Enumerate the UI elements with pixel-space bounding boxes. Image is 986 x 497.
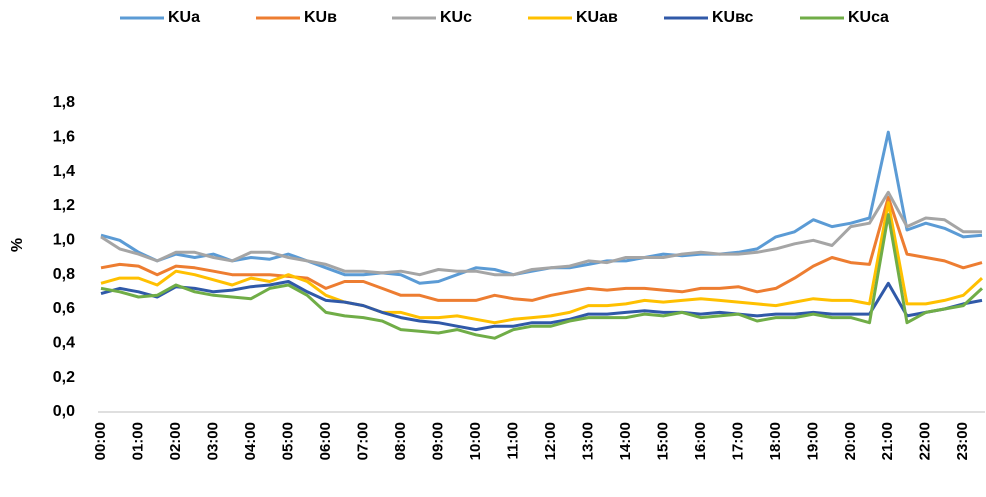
x-tick-label: 13:00: [579, 422, 596, 460]
legend-label: KUв: [304, 9, 337, 26]
y-tick-label: 0,2: [53, 369, 75, 386]
x-tick-label: 20:00: [842, 422, 859, 460]
x-tick-label: 04:00: [242, 422, 259, 460]
series-line: [100, 213, 984, 340]
legend-label: KUвс: [712, 9, 754, 26]
series-line: [100, 190, 982, 277]
x-tick-label: 08:00: [392, 422, 409, 460]
x-tick-label: 06:00: [317, 422, 334, 460]
x-tick-label: 02:00: [167, 422, 184, 460]
x-tick-label: 09:00: [429, 422, 446, 460]
y-tick-label: 1,8: [53, 94, 75, 111]
y-tick-label: 1,6: [53, 129, 75, 146]
y-axis-label: %: [9, 238, 26, 252]
y-tick-label: 0,4: [53, 335, 75, 352]
x-tick-label: 03:00: [204, 422, 221, 460]
x-tick-label: 14:00: [617, 422, 634, 460]
y-tick-label: 0,6: [53, 300, 75, 317]
legend-label: KUa: [168, 9, 200, 26]
x-tick-label: 19:00: [804, 422, 821, 460]
x-tick-label: 11:00: [504, 422, 521, 460]
legend-label: KUca: [848, 9, 889, 26]
x-tick-label: 01:00: [129, 422, 146, 460]
y-tick-label: 0,8: [53, 266, 75, 283]
x-tick-label: 15:00: [654, 422, 671, 460]
series-line: [100, 201, 984, 325]
x-tick-label: 21:00: [879, 422, 896, 460]
x-tick-label: 22:00: [917, 422, 934, 460]
x-tick-label: 07:00: [354, 422, 371, 460]
x-tick-label: 16:00: [692, 422, 709, 460]
x-tick-label: 17:00: [729, 422, 746, 460]
x-tick-label: 18:00: [767, 422, 784, 460]
y-tick-label: 1,4: [53, 163, 75, 180]
series-line: [100, 195, 983, 302]
y-tick-label: 1,0: [53, 232, 75, 249]
x-tick-label: 00:00: [92, 422, 109, 460]
x-tick-label: 12:00: [542, 422, 559, 460]
series-line: [100, 280, 983, 332]
y-tick-label: 1,2: [53, 197, 75, 214]
x-tick-label: 23:00: [954, 422, 971, 460]
legend-label: KUc: [440, 9, 472, 26]
x-tick-label: 10:00: [467, 422, 484, 460]
legend-label: KUав: [576, 9, 618, 26]
y-tick-label: 0,0: [53, 403, 75, 420]
x-tick-label: 05:00: [279, 422, 296, 460]
